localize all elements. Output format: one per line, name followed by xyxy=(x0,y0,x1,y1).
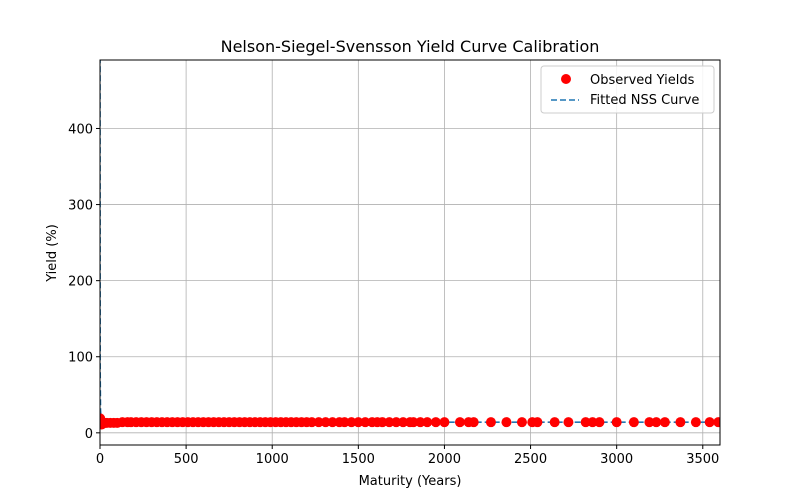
axis-ticks: 0 500 1000 1500 2000 2500 3000 3500 0 100 200 300 40… xyxy=(68,122,719,467)
observed-yield-point xyxy=(391,417,402,428)
plot-frame xyxy=(99,59,721,446)
observed-yield-point xyxy=(313,417,324,428)
x-axis-label: Maturity (Years) xyxy=(359,474,462,489)
observed-yield-point xyxy=(430,417,441,428)
observed-yield-point xyxy=(690,417,701,428)
observed-yield-point xyxy=(454,417,465,428)
observed-yield-point xyxy=(360,417,371,428)
legend: Observed Yields Fitted NSS Curve xyxy=(540,65,715,114)
observed-yield-point xyxy=(704,417,715,428)
observed-yield-point xyxy=(398,417,409,428)
observed-yield-point xyxy=(339,417,350,428)
x-tick-label: 2000 xyxy=(428,452,461,467)
observed-yield-point xyxy=(644,417,655,428)
observed-yield-point xyxy=(320,417,331,428)
y-axis-label: Yield (%) xyxy=(45,224,60,283)
y-tick-label: 400 xyxy=(68,122,93,137)
observed-yield-point xyxy=(611,417,622,428)
grid-lines xyxy=(99,60,720,445)
x-tick-label: 0 xyxy=(96,452,104,467)
observed-yield-point xyxy=(439,417,450,428)
x-tick-label: 500 xyxy=(174,452,199,467)
x-tick-label: 3000 xyxy=(600,452,633,467)
observed-yield-point xyxy=(384,417,395,428)
observed-yield-point xyxy=(501,417,512,428)
observed-yield-point xyxy=(587,417,598,428)
y-tick-label: 200 xyxy=(68,275,93,290)
observed-yield-point xyxy=(422,417,433,428)
chart-title: Nelson-Siegel-Svensson Yield Curve Calib… xyxy=(221,37,600,56)
observed-yield-point xyxy=(594,417,605,428)
legend-label-fitted: Fitted NSS Curve xyxy=(590,93,699,108)
observed-yield-point xyxy=(415,417,426,428)
legend-box xyxy=(540,65,715,114)
observed-yield-point xyxy=(713,417,720,428)
observed-yield-point xyxy=(659,417,670,428)
observed-yield-point xyxy=(306,417,317,428)
observed-yield-point xyxy=(468,417,479,428)
y-tick-label: 100 xyxy=(68,351,93,366)
observed-yield-point xyxy=(516,417,527,428)
observed-yield-point xyxy=(549,417,560,428)
observed-points-layer xyxy=(100,413,720,430)
observed-yield-point xyxy=(377,417,388,428)
x-tick-label: 3500 xyxy=(686,452,719,467)
x-tick-label: 1500 xyxy=(342,452,375,467)
y-tick-label: 0 xyxy=(85,427,93,442)
observed-yield-point xyxy=(628,417,639,428)
observed-yield-point xyxy=(532,417,543,428)
observed-yield-point xyxy=(353,417,364,428)
observed-yield-point xyxy=(485,417,496,428)
y-tick-label: 300 xyxy=(68,199,93,214)
x-tick-label: 1000 xyxy=(256,452,289,467)
observed-yield-point xyxy=(346,417,357,428)
observed-yield-point xyxy=(408,417,419,428)
legend-marker-observed xyxy=(561,74,571,84)
observed-yield-point xyxy=(580,417,591,428)
observed-yield-point xyxy=(651,417,662,428)
x-tick-label: 2500 xyxy=(514,452,547,467)
observed-yield-point xyxy=(563,417,574,428)
observed-yield-point xyxy=(675,417,686,428)
observed-yield-point xyxy=(327,417,338,428)
legend-label-observed: Observed Yields xyxy=(590,73,695,88)
